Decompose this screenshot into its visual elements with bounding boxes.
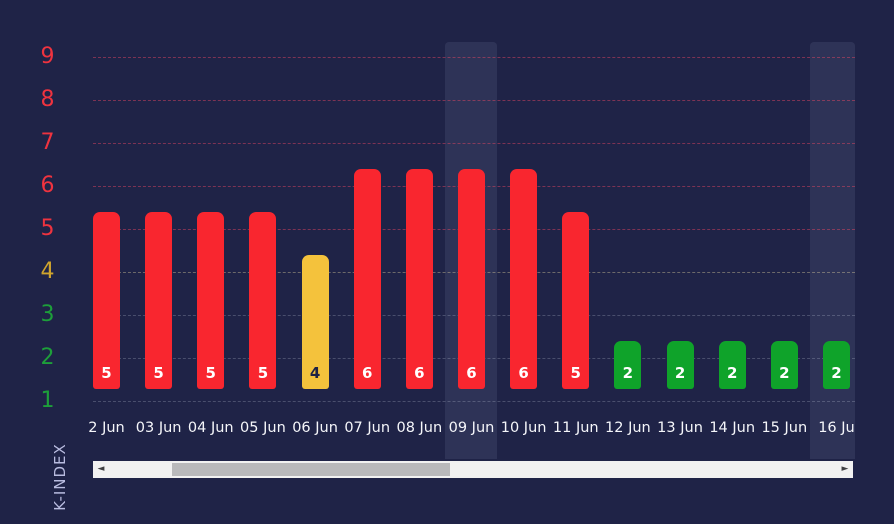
x-label-2-jun: 2 Jun bbox=[88, 420, 125, 436]
bar-value-label: 5 bbox=[153, 363, 164, 382]
x-label-11-jun: 11 Jun bbox=[552, 420, 599, 436]
y-axis-title: K-INDEX bbox=[50, 443, 69, 511]
x-label-08-jun: 08 Jun bbox=[396, 420, 443, 436]
gridline-7 bbox=[93, 143, 855, 144]
y-tick-7: 7 bbox=[40, 130, 55, 155]
scrollbar-left-arrow-icon[interactable]: ◄ bbox=[97, 464, 105, 474]
gridline-9 bbox=[93, 57, 855, 58]
bar-11-jun[interactable]: 5 bbox=[562, 211, 590, 389]
x-label-10-jun: 10 Jun bbox=[500, 420, 547, 436]
x-label-07-jun: 07 Jun bbox=[344, 420, 391, 436]
bar-value-label: 6 bbox=[361, 363, 373, 382]
bar-value-label: 2 bbox=[779, 363, 790, 382]
x-label-04-jun: 04 Jun bbox=[187, 420, 234, 436]
bar-16-ju[interactable]: 2 bbox=[822, 340, 850, 389]
bar-15-jun[interactable]: 2 bbox=[770, 340, 798, 389]
bar-value-label: 5 bbox=[101, 363, 112, 382]
bar-14-jun[interactable]: 2 bbox=[718, 340, 746, 389]
bar-value-label: 5 bbox=[205, 363, 216, 382]
y-tick-4: 4 bbox=[40, 259, 55, 284]
scrollbar-right-arrow-icon[interactable]: ► bbox=[841, 464, 849, 474]
bar-07-jun[interactable]: 6 bbox=[353, 168, 381, 389]
gridline-8 bbox=[93, 100, 855, 101]
x-label-13-jun: 13 Jun bbox=[657, 420, 703, 436]
x-label-09-jun: 09 Jun bbox=[448, 420, 495, 436]
bar-value-label: 4 bbox=[309, 363, 321, 382]
gridline-1 bbox=[93, 401, 855, 402]
y-tick-5: 5 bbox=[40, 216, 55, 241]
highlight-band-16-ju bbox=[810, 42, 855, 459]
x-label-12-jun: 12 Jun bbox=[605, 420, 651, 436]
bar-value-label: 5 bbox=[570, 363, 581, 382]
x-label-03-jun: 03 Jun bbox=[135, 420, 182, 436]
bar-08-jun[interactable]: 6 bbox=[405, 168, 433, 389]
bar-10-jun[interactable]: 6 bbox=[510, 168, 538, 389]
bar-09-jun[interactable]: 6 bbox=[457, 168, 485, 389]
y-tick-6: 6 bbox=[40, 173, 55, 198]
bar-value-label: 5 bbox=[257, 363, 269, 382]
bar-value-label: 6 bbox=[414, 363, 425, 382]
bar-2-jun[interactable]: 5 bbox=[93, 211, 120, 389]
x-label-06-jun: 06 Jun bbox=[292, 420, 338, 436]
scrollbar-thumb[interactable] bbox=[172, 463, 450, 476]
y-tick-8: 8 bbox=[40, 87, 55, 112]
bar-06-jun[interactable]: 4 bbox=[301, 254, 329, 389]
bar-value-label: 2 bbox=[726, 363, 738, 382]
bar-04-jun[interactable]: 5 bbox=[197, 211, 225, 389]
bar-value-label: 6 bbox=[466, 363, 477, 382]
x-label-05-jun: 05 Jun bbox=[240, 420, 286, 436]
x-label-15-jun: 15 Jun bbox=[761, 420, 808, 436]
y-tick-9: 9 bbox=[40, 44, 55, 69]
bar-03-jun[interactable]: 5 bbox=[145, 211, 173, 389]
y-tick-1: 1 bbox=[40, 388, 55, 413]
y-tick-3: 3 bbox=[40, 302, 55, 327]
bar-value-label: 2 bbox=[831, 363, 842, 382]
bar-12-jun[interactable]: 2 bbox=[614, 340, 642, 389]
bar-value-label: 2 bbox=[622, 363, 634, 382]
bar-value-label: 6 bbox=[518, 363, 529, 382]
bar-05-jun[interactable]: 5 bbox=[249, 211, 277, 389]
bar-13-jun[interactable]: 2 bbox=[666, 340, 694, 389]
bar-value-label: 2 bbox=[674, 363, 686, 382]
x-label-16-ju: 16 Ju bbox=[818, 420, 855, 436]
horizontal-scrollbar[interactable]: ◄ ► bbox=[93, 461, 853, 478]
y-tick-2: 2 bbox=[40, 345, 55, 370]
x-label-14-jun: 14 Jun bbox=[709, 420, 756, 436]
